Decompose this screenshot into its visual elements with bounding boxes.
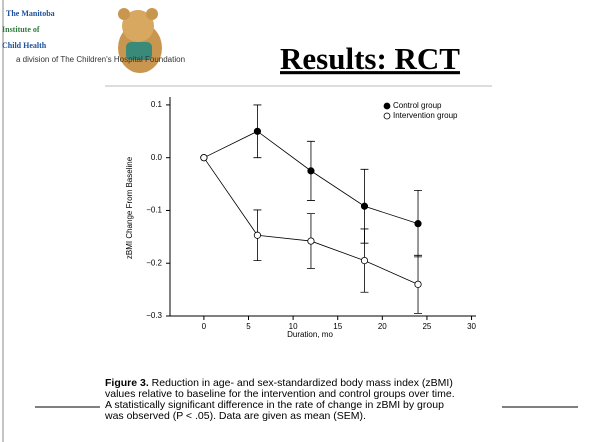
- bear-shirt: [126, 42, 152, 60]
- data-point: [253, 127, 262, 135]
- bear-head: [122, 10, 154, 42]
- logo-tagline: a division of The Children's Hospital Fo…: [16, 55, 185, 64]
- data-point: [307, 167, 315, 175]
- x-tick-label: 10: [289, 322, 298, 331]
- x-tick-label: 0: [202, 322, 207, 331]
- y-tick-label: 0.0: [151, 153, 163, 162]
- caption-line: A statistically significant difference i…: [105, 399, 444, 411]
- caption-line: values relative to baseline for the inte…: [105, 388, 455, 400]
- logo-text: Institute of: [2, 25, 40, 34]
- y-tick-label: −0.2: [146, 258, 162, 267]
- caption-label: Figure 3.: [105, 377, 149, 389]
- logo-text: Child Health: [2, 41, 47, 50]
- legend-marker: [383, 112, 391, 120]
- x-axis-label: Duration, mo: [287, 330, 333, 339]
- x-tick-label: 30: [467, 322, 476, 331]
- data-point: [307, 237, 315, 245]
- data-point: [253, 231, 262, 239]
- data-point: [414, 220, 422, 228]
- x-tick-label: 15: [333, 322, 342, 331]
- caption: Figure 3. Reduction in age- and sex-stan…: [104, 377, 455, 422]
- x-tick-label: 20: [378, 322, 387, 331]
- legend-label: Control group: [393, 101, 442, 110]
- legend-label: Intervention group: [393, 111, 458, 120]
- bear-ear: [118, 8, 130, 20]
- y-axis-label: zBMI Change From Baseline: [125, 156, 134, 259]
- slide-title: Results: RCT: [280, 41, 460, 76]
- caption-line: Figure 3. Reduction in age- and sex-stan…: [105, 377, 453, 389]
- y-tick-label: −0.1: [146, 206, 162, 215]
- y-tick-label: −0.3: [146, 311, 162, 320]
- data-point: [360, 202, 369, 210]
- data-point: [360, 256, 369, 265]
- x-tick-label: 5: [246, 322, 251, 331]
- logo: The Manitoba Institute of Child Health a…: [2, 8, 185, 73]
- data-point: [200, 154, 208, 162]
- data-point: [414, 280, 422, 288]
- y-tick-label: 0.1: [151, 100, 163, 109]
- caption-text: Reduction in age- and sex-standardized b…: [149, 377, 453, 389]
- caption-line: was observed (P < .05). Data are given a…: [104, 410, 366, 422]
- bear-ear: [146, 8, 158, 20]
- legend-marker: [383, 102, 391, 110]
- logo-text: The Manitoba: [6, 9, 55, 18]
- x-tick-label: 25: [422, 322, 431, 331]
